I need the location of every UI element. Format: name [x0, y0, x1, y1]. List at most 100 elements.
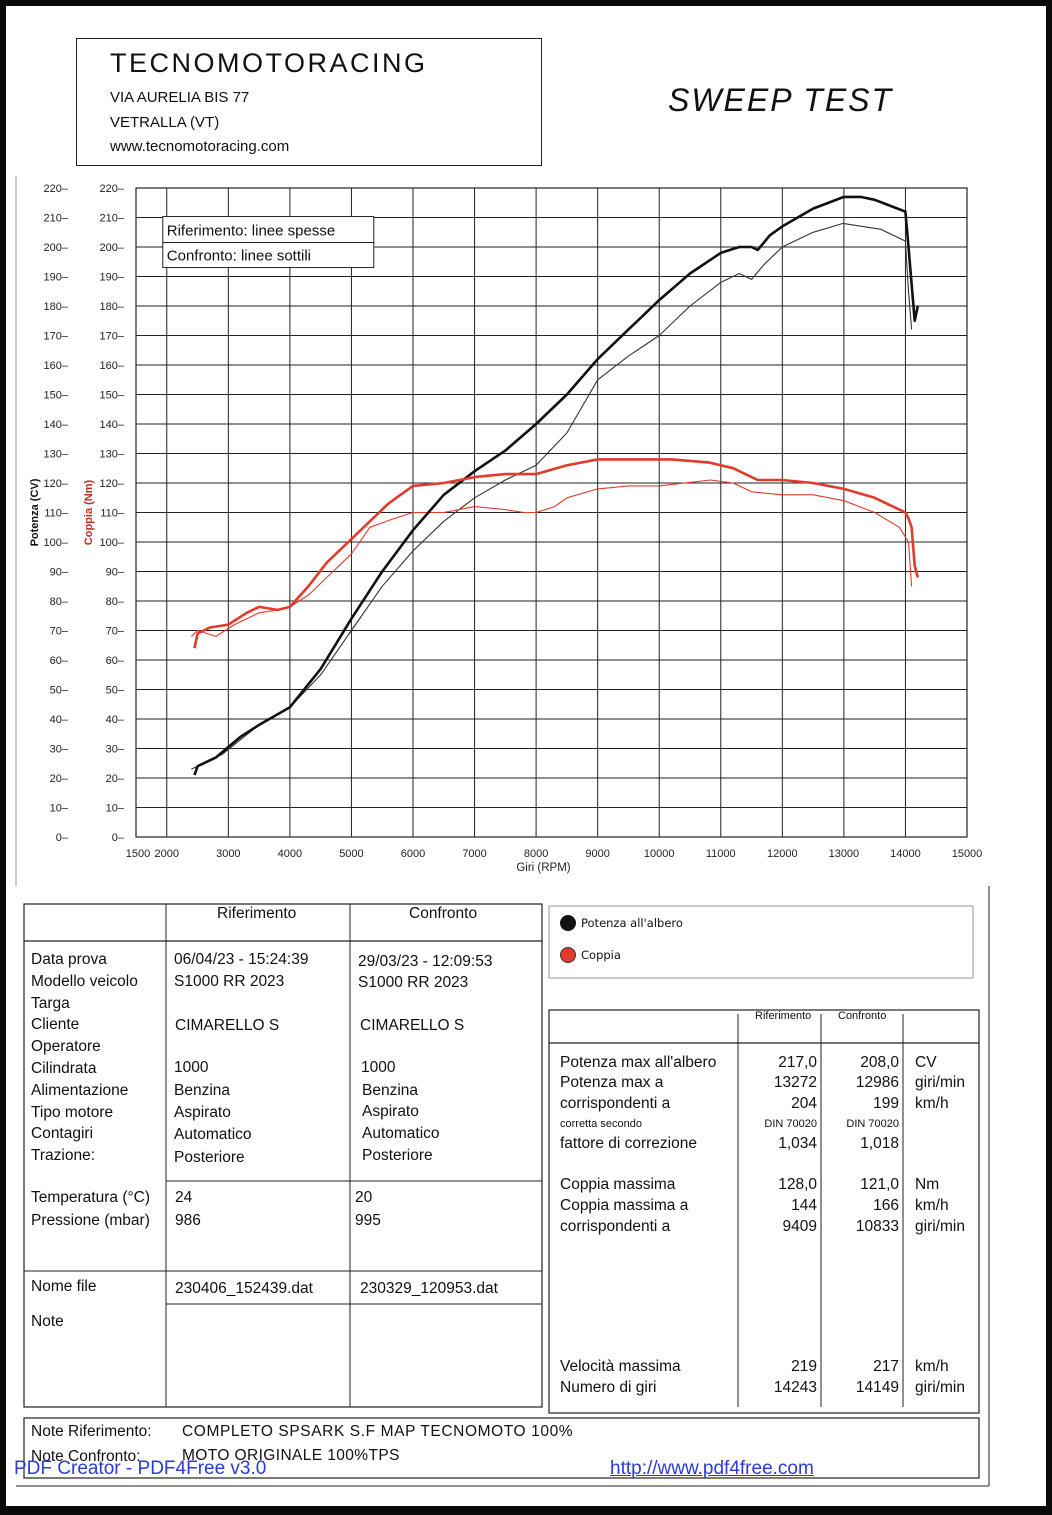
- result-riferimento: 13272: [773, 1074, 817, 1091]
- xtick-label: 3000: [216, 848, 240, 860]
- rif-file: 230406_152439.dat: [175, 1280, 313, 1297]
- info-col-header-riferimento: Riferimento: [217, 905, 297, 922]
- ytick-right-label: 90–: [106, 567, 125, 579]
- xtick-label: 4000: [278, 848, 302, 860]
- header-box: [76, 38, 542, 166]
- vehicle-label: Alimentazione: [31, 1081, 129, 1099]
- ytick-left-label: 220–: [44, 183, 69, 195]
- xtick-label: 9000: [585, 848, 609, 860]
- ytick-right-label: 150–: [100, 390, 125, 402]
- notes-border: [23, 1417, 980, 1479]
- result-confronto: 14149: [855, 1379, 899, 1396]
- ytick-right-label: 120–: [100, 478, 125, 490]
- rif-pressione: 986: [175, 1212, 201, 1229]
- ytick-left-label: 100–: [44, 537, 69, 549]
- ytick-left-label: 110–: [44, 508, 69, 520]
- ytick-left-label: 50–: [50, 685, 69, 697]
- result-riferimento: DIN 70020: [764, 1118, 817, 1130]
- xtick-label: 7000: [462, 848, 486, 860]
- result-riferimento: 128,0: [778, 1176, 817, 1193]
- result-label: Coppia massima a: [560, 1197, 689, 1214]
- x-axis-label: Giri (RPM): [516, 862, 570, 874]
- xtick-label: 12000: [767, 848, 798, 860]
- ytick-left-label: 90–: [50, 567, 69, 579]
- rif-cliente: CIMARELLO S: [175, 1017, 280, 1034]
- result-confronto: 10833: [855, 1218, 899, 1235]
- rif-tipo-motore: Aspirato: [174, 1104, 231, 1121]
- result-confronto: 217: [873, 1358, 899, 1375]
- result-riferimento: 144: [791, 1197, 817, 1214]
- vehicle-label: Trazione:: [31, 1147, 96, 1165]
- series-line-power-riferimento: [193, 195, 920, 776]
- legend-torque-marker: [560, 947, 576, 963]
- rif-temperatura: 24: [175, 1189, 193, 1206]
- ytick-left-label: 170–: [44, 331, 69, 343]
- result-label: Coppia massima: [560, 1176, 676, 1193]
- ytick-right-label: 100–: [100, 537, 125, 549]
- pressure-label: Pressione (mbar): [31, 1212, 150, 1229]
- vehicle-label: Data prova: [31, 951, 107, 968]
- results-col-header-riferimento: Riferimento: [755, 1010, 812, 1022]
- temperature-label: Temperatura (°C): [31, 1189, 151, 1206]
- ytick-right-label: 50–: [106, 685, 125, 697]
- conf-file: 230329_120953.dat: [360, 1280, 498, 1297]
- result-confronto: 208,0: [860, 1054, 899, 1071]
- result-confronto: 1,018: [860, 1135, 899, 1152]
- conf-data-prova: 29/03/23 - 12:09:53: [358, 953, 493, 970]
- xtick-label: 15000: [952, 848, 983, 860]
- legend-box-line2: [162, 242, 375, 269]
- result-riferimento: 219: [791, 1358, 817, 1375]
- result-unit: km/h: [915, 1197, 949, 1214]
- ytick-right-label: 0–: [112, 832, 125, 844]
- vehicle-label: Operatore: [31, 1038, 101, 1056]
- xtick-label: 6000: [401, 848, 425, 860]
- result-riferimento: 14243: [773, 1379, 817, 1396]
- results-table: Potenza max all'albero 217,0 208,0 CV Potenz…: [6, 6, 1046, 1506]
- rif-cilindrata: 1000: [174, 1059, 209, 1076]
- ytick-left-label: 210–: [44, 213, 69, 225]
- conf-cliente: CIMARELLO S: [360, 1017, 465, 1034]
- rif-data-prova: 06/04/23 - 15:24:39: [174, 951, 309, 968]
- ytick-left-label: 130–: [44, 449, 69, 461]
- result-confronto: 166: [873, 1197, 899, 1214]
- result-label: corretta secondo: [560, 1118, 642, 1130]
- ytick-right-label: 170–: [100, 331, 125, 343]
- company-name: TECNOMOTORACING: [110, 48, 428, 78]
- report-page: TECNOMOTORACING VIA AURELIA BIS 77 VETRA…: [6, 6, 1046, 1506]
- note-riferimento-label: Note Riferimento:: [31, 1423, 152, 1440]
- legend-box: [548, 905, 974, 979]
- ytick-right-label: 220–: [100, 183, 125, 195]
- ytick-right-label: 160–: [100, 360, 125, 372]
- conf-tipo-motore: Aspirato: [362, 1103, 419, 1120]
- address-line-2: VETRALLA (VT): [110, 114, 220, 131]
- ytick-left-label: 60–: [50, 655, 69, 667]
- legend-power-marker: [560, 915, 576, 931]
- vehicle-label: Cliente: [31, 1016, 80, 1034]
- results-border: [548, 1009, 980, 1414]
- result-unit: giri/min: [915, 1074, 965, 1091]
- pdf-creator-watermark: PDF Creator - PDF4Free v3.0: [14, 1458, 267, 1479]
- conf-alimentazione: Benzina: [362, 1082, 419, 1099]
- ytick-left-label: 160–: [44, 360, 69, 372]
- legend-box-line1: [162, 216, 375, 244]
- results-col-header-confronto: Confronto: [838, 1010, 887, 1022]
- ytick-left-label: 80–: [50, 596, 69, 608]
- ytick-left-label: 20–: [50, 773, 69, 785]
- conf-contagiri: Automatico: [362, 1125, 440, 1142]
- ytick-right-label: 140–: [100, 419, 125, 431]
- address-line-1: VIA AURELIA BIS 77: [110, 89, 250, 106]
- pdf4free-link[interactable]: http://www.pdf4free.com: [610, 1458, 814, 1479]
- result-confronto: 121,0: [860, 1176, 899, 1193]
- result-riferimento: 217,0: [778, 1054, 817, 1071]
- result-riferimento: 1,034: [778, 1135, 817, 1152]
- ytick-left-label: 180–: [44, 301, 69, 313]
- website: www.tecnomotoracing.com: [110, 138, 290, 155]
- test-title: SWEEP TEST: [668, 82, 894, 118]
- conf-trazione: Posteriore: [362, 1147, 433, 1164]
- series-line-torque-riferimento: [193, 458, 920, 649]
- vehicle-label: Cilindrata: [31, 1059, 97, 1077]
- legend-box-text-rif: Riferimento: linee spesse: [167, 223, 335, 240]
- ytick-right-label: 40–: [106, 714, 125, 726]
- rif-alimentazione: Benzina: [174, 1082, 231, 1099]
- ytick-right-label: 180–: [100, 301, 125, 313]
